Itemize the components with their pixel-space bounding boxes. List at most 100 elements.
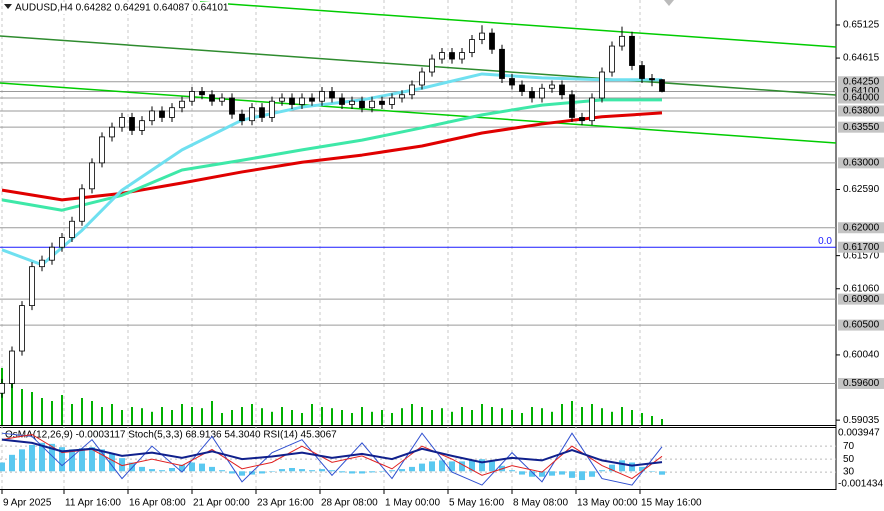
shift-marker [664, 0, 674, 6]
volume-bar [171, 410, 173, 425]
volume-bar [321, 407, 323, 425]
candle-body [519, 84, 525, 92]
osma-bar [439, 460, 445, 472]
candle-body [649, 78, 655, 81]
volume-bar [131, 407, 133, 425]
candle-body [29, 266, 35, 307]
osma-bar [459, 461, 465, 472]
level-label: 0.61700 [843, 242, 880, 253]
oscillator-line [1, 432, 663, 486]
volume-bar [331, 408, 333, 425]
y-tick-label: 0.61060 [843, 283, 880, 294]
osma-bar [349, 471, 355, 474]
y2-tick-label: 0.003947 [838, 428, 880, 439]
osma-bar [89, 447, 95, 472]
level-label: 0.62000 [843, 222, 880, 233]
candle-body [19, 305, 25, 352]
candle-body [539, 87, 545, 99]
osma-bar [359, 471, 365, 474]
candle-body [609, 45, 615, 73]
volume-bar [301, 413, 303, 425]
osma-bar [169, 467, 175, 472]
volume-bar [121, 410, 123, 425]
osma-bar [29, 444, 35, 472]
price-panel [0, 0, 837, 489]
osma-bar [539, 471, 545, 477]
oscillator-line [1, 438, 663, 467]
volume-bar [181, 404, 183, 425]
y2-tick-label: -0.001434 [838, 479, 883, 490]
candle-body [389, 97, 395, 105]
candle-body [79, 188, 85, 222]
osma-bar [429, 461, 435, 472]
osma-bar [379, 471, 385, 472]
volume-bar [91, 401, 93, 425]
candle-body [69, 220, 75, 238]
candle-body [339, 97, 345, 105]
osma-bar [329, 470, 335, 472]
volume-bar [631, 410, 633, 425]
level-label-box [838, 377, 884, 389]
y-tick-label: 0.60040 [843, 350, 880, 361]
candle-body [129, 117, 135, 131]
volume-bar [401, 408, 403, 425]
osma-bar [649, 471, 655, 472]
osma-bar [579, 471, 585, 481]
level-label-box [838, 92, 884, 104]
osma-bar [529, 471, 535, 477]
level-label: 0.63550 [843, 122, 880, 133]
osma-bar [409, 466, 415, 472]
osma-bar [219, 470, 225, 472]
candle-body [299, 97, 305, 105]
volume-bar [191, 407, 193, 425]
osma-bar [629, 462, 635, 472]
x-tick-label: 13 May 00:00 [577, 498, 638, 509]
volume-bar [371, 411, 373, 425]
candle-body [199, 91, 205, 96]
candle-body [479, 32, 485, 40]
osma-bar [519, 471, 525, 475]
volume-bar [261, 408, 263, 425]
volume-bar [281, 407, 283, 425]
level-label: 0.63800 [843, 106, 880, 117]
osma-bar [159, 470, 165, 472]
volume-bar [201, 408, 203, 425]
x-tick-label: 15 May 16:00 [641, 498, 702, 509]
level-label-box [838, 293, 884, 305]
candle-body [639, 65, 645, 79]
candle-body [329, 91, 335, 99]
volume-bar [391, 413, 393, 425]
candle-body [9, 350, 15, 384]
volume-bar [251, 404, 253, 425]
volume-bar [241, 407, 243, 425]
candle-body [189, 91, 195, 102]
candle-body [619, 35, 625, 47]
candle-body [399, 94, 405, 99]
trend-line [0, 82, 837, 144]
candle-body [559, 84, 565, 96]
candle-body [139, 120, 145, 131]
candle-body [659, 79, 665, 92]
level-label-box [838, 222, 884, 234]
volume-bar [101, 407, 103, 425]
candle-body [49, 246, 55, 261]
level-label-box [838, 105, 884, 117]
candle-body [379, 100, 385, 105]
volume-bar [51, 401, 53, 425]
x-tick-label: 8 May 08:00 [513, 498, 568, 509]
osma-bar [619, 460, 625, 472]
y-tick-label: 0.62590 [843, 184, 880, 195]
candle-body [429, 58, 435, 73]
osma-bar [129, 462, 135, 472]
symbol-icon [4, 4, 12, 9]
osma-bar [59, 447, 65, 472]
candle-body [549, 84, 555, 89]
candle-body [59, 237, 65, 248]
moving-average [1, 98, 662, 212]
volume-bar [491, 407, 493, 425]
osma-bar [559, 471, 565, 475]
volume-bar [661, 419, 663, 425]
osma-bar [509, 470, 515, 472]
header: AUDUSD,H4 0.64282 0.64291 0.64087 0.6410… [15, 3, 229, 14]
candle-body [499, 48, 505, 79]
